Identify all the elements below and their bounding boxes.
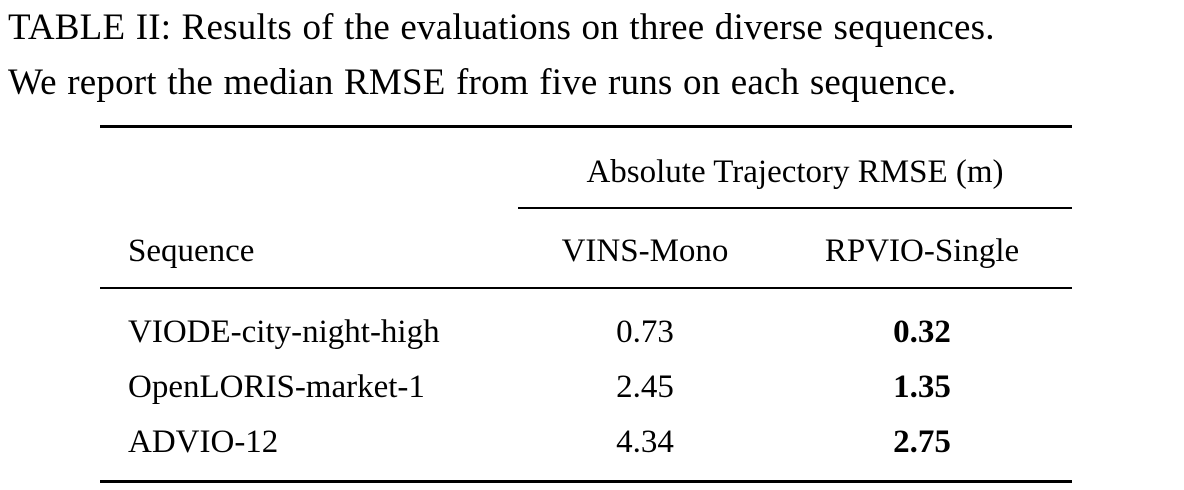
group-header-ate-rmse: Absolute Trajectory RMSE (m) [586, 154, 1004, 190]
table-caption: TABLE II: Results of the evaluations on … [8, 0, 1178, 110]
cell-rpvio-single: 1.35 [893, 369, 951, 405]
cell-sequence: OpenLORIS-market-1 [128, 369, 425, 405]
cell-vins-mono: 4.34 [616, 424, 674, 460]
column-header-rpvio-single: RPVIO-Single [824, 233, 1020, 269]
caption-line-1: TABLE II: Results of the evaluations on … [8, 7, 995, 48]
cell-vins-mono: 0.73 [616, 314, 674, 350]
cell-sequence: ADVIO-12 [128, 424, 279, 460]
cell-rpvio-single: 2.75 [893, 424, 951, 460]
group-header-rule [518, 207, 1072, 209]
cell-rpvio-single: 0.32 [893, 314, 951, 350]
cell-sequence: VIODE-city-night-high [128, 314, 440, 350]
cell-vins-mono: 2.45 [616, 369, 674, 405]
table-bottom-rule [100, 480, 1072, 483]
table-top-rule [100, 125, 1072, 128]
table-header-rule [100, 287, 1072, 289]
caption-line-2: We report the median RMSE from five runs… [8, 62, 957, 103]
column-header-sequence: Sequence [128, 233, 255, 269]
column-header-vins-mono: VINS-Mono [561, 233, 729, 269]
